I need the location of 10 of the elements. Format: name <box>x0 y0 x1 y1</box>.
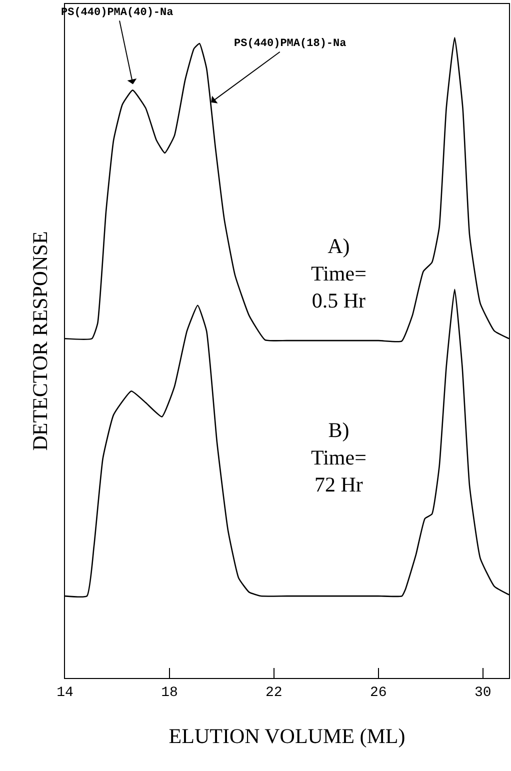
annotation: B) Time= 72 Hr <box>311 418 366 497</box>
x-axis-title: ELUTION VOLUME (ML) <box>168 724 406 748</box>
x-tick-label: 14 <box>56 684 74 701</box>
x-tick-label: 26 <box>370 684 387 701</box>
x-tick-label: 30 <box>474 684 492 701</box>
y-axis-title: DETECTOR RESPONSE <box>28 231 52 451</box>
annotation: A) Time= 0.5 Hr <box>311 234 366 313</box>
x-tick-label: 22 <box>266 684 282 701</box>
annotation: PS(440)PMA(18)-Na <box>234 38 347 50</box>
x-tick-label: 18 <box>161 684 178 701</box>
